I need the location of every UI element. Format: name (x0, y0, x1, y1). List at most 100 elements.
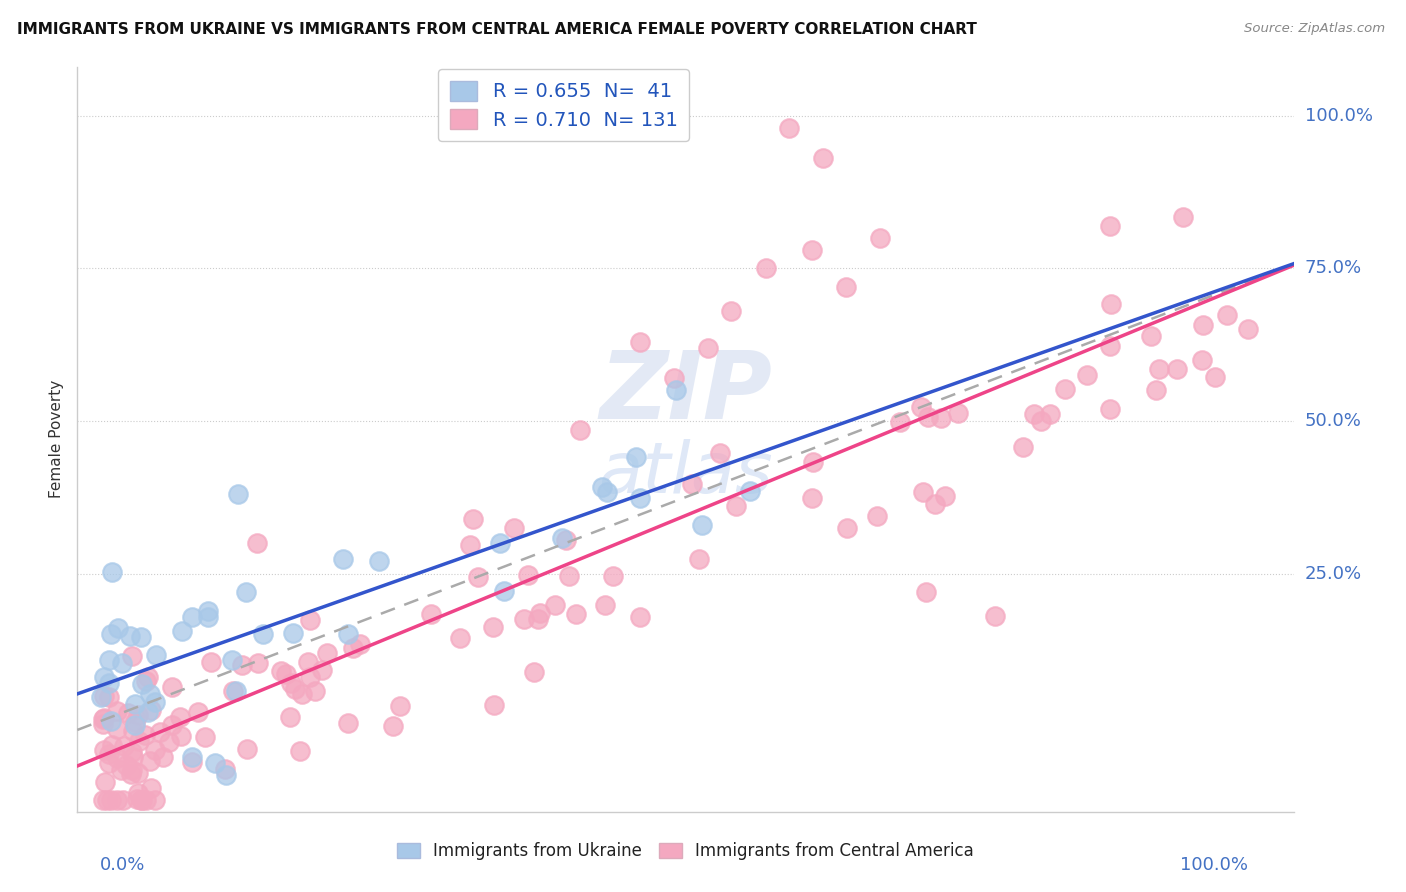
Point (602, 569, 624, 583)
Point (1098, 219, 1121, 233)
Point (917, 410, 939, 425)
Point (529, 606, 551, 620)
Point (502, 521, 524, 535)
Point (628, 334, 651, 349)
Point (127, 786, 149, 800)
Point (141, 703, 163, 717)
Point (665, 384, 688, 398)
Point (101, 565, 124, 579)
Point (246, 656, 269, 670)
Point (458, 538, 481, 552)
Point (91, 717, 114, 731)
Point (342, 640, 364, 655)
Point (127, 766, 149, 780)
Text: atlas: atlas (598, 440, 773, 508)
Point (93, 711, 115, 725)
Point (97, 690, 120, 705)
Point (523, 665, 546, 679)
Point (284, 682, 307, 697)
Point (420, 607, 443, 622)
Point (143, 695, 166, 709)
Point (100, 739, 122, 753)
Point (111, 792, 134, 806)
Point (1099, 297, 1122, 311)
Point (139, 754, 162, 768)
Point (274, 666, 297, 681)
Point (93, 690, 115, 704)
Point (811, 152, 834, 166)
Point (215, 768, 238, 782)
Point (544, 599, 567, 613)
Point (96, 792, 118, 806)
Point (280, 676, 302, 690)
Point (568, 423, 591, 437)
Point (297, 655, 319, 669)
Point (131, 792, 153, 806)
Text: 100.0%: 100.0% (1305, 107, 1372, 125)
Point (117, 706, 139, 720)
Point (181, 609, 204, 624)
Point (121, 649, 143, 664)
Point (181, 749, 204, 764)
Point (591, 480, 613, 494)
Point (149, 724, 172, 739)
Point (121, 749, 143, 764)
Point (105, 751, 128, 765)
Point (688, 552, 710, 566)
Point (492, 583, 515, 598)
Point (484, 698, 506, 712)
Text: 100.0%: 100.0% (1180, 856, 1247, 874)
Point (197, 605, 219, 619)
Point (110, 763, 132, 777)
Point (835, 279, 858, 293)
Point (91, 792, 114, 806)
Point (194, 730, 217, 744)
Point (124, 697, 146, 711)
Text: 0.0%: 0.0% (100, 856, 146, 874)
Point (1204, 370, 1226, 384)
Point (911, 485, 934, 500)
Point (152, 749, 174, 764)
Point (1022, 407, 1045, 421)
Point (1098, 401, 1121, 416)
Point (316, 646, 339, 660)
Point (221, 652, 243, 666)
Point (349, 637, 371, 651)
Point (934, 489, 956, 503)
Point (281, 626, 304, 640)
Point (1192, 318, 1215, 332)
Point (755, 261, 778, 276)
Point (304, 684, 326, 698)
Point (125, 792, 148, 806)
Point (924, 497, 946, 511)
Point (692, 518, 714, 533)
Point (1139, 329, 1161, 343)
Point (367, 554, 389, 568)
Point (120, 629, 142, 643)
Point (143, 792, 166, 806)
Point (93, 670, 115, 684)
Point (984, 609, 1007, 624)
Point (720, 304, 742, 318)
Point (801, 455, 824, 469)
Point (555, 533, 578, 548)
Point (298, 614, 321, 628)
Point (122, 723, 145, 738)
Point (98, 676, 121, 690)
Point (709, 445, 731, 459)
Point (160, 718, 183, 732)
Point (97, 747, 120, 761)
Point (200, 655, 222, 669)
Point (565, 607, 588, 622)
Point (135, 792, 157, 806)
Point (145, 648, 167, 663)
Point (931, 411, 953, 425)
Point (136, 670, 159, 684)
Point (628, 610, 651, 624)
Point (550, 531, 572, 545)
Text: ZIP: ZIP (599, 347, 772, 440)
Point (337, 626, 360, 640)
Text: 25.0%: 25.0% (1305, 565, 1362, 582)
Point (512, 611, 534, 625)
Point (100, 627, 122, 641)
